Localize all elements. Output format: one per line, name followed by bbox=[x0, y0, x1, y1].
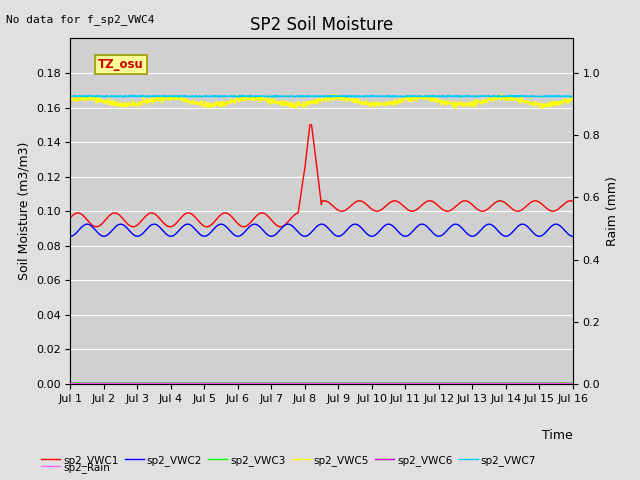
sp2_VWC3 bbox=[179, 380, 186, 386]
sp2_Rain bbox=[179, 381, 186, 387]
sp2_VWC3 bbox=[166, 380, 173, 386]
sp2_Rain bbox=[67, 381, 74, 387]
Line: sp2_VWC7: sp2_VWC7 bbox=[70, 95, 573, 97]
sp2_Rain bbox=[509, 381, 517, 387]
sp2_VWC1 bbox=[306, 122, 314, 128]
sp2_VWC5 bbox=[510, 95, 518, 100]
sp2_VWC5 bbox=[234, 98, 242, 104]
sp2_VWC6 bbox=[234, 381, 242, 386]
sp2_VWC2 bbox=[569, 233, 577, 239]
Text: Time: Time bbox=[542, 429, 573, 442]
sp2_VWC2 bbox=[235, 233, 243, 239]
sp2_VWC5 bbox=[292, 106, 300, 111]
sp2_VWC1 bbox=[179, 213, 186, 219]
sp2_Rain bbox=[234, 381, 242, 387]
sp2_VWC2 bbox=[509, 228, 517, 234]
sp2_VWC1 bbox=[166, 224, 174, 229]
Y-axis label: Soil Moisture (m3/m3): Soil Moisture (m3/m3) bbox=[17, 142, 30, 280]
Line: sp2_VWC2: sp2_VWC2 bbox=[70, 224, 573, 236]
sp2_VWC6 bbox=[67, 381, 74, 386]
sp2_VWC5 bbox=[166, 98, 173, 104]
sp2_VWC3 bbox=[234, 380, 242, 386]
sp2_VWC5 bbox=[179, 96, 186, 102]
sp2_VWC7 bbox=[466, 93, 474, 99]
sp2_VWC7 bbox=[271, 95, 278, 100]
sp2_Rain bbox=[569, 381, 577, 387]
sp2_VWC1 bbox=[92, 224, 100, 229]
sp2_VWC6 bbox=[166, 381, 173, 386]
sp2_VWC7 bbox=[127, 92, 135, 98]
sp2_VWC5 bbox=[67, 96, 74, 102]
sp2_VWC3 bbox=[465, 380, 472, 386]
sp2_VWC3 bbox=[399, 380, 407, 386]
sp2_VWC3 bbox=[569, 380, 577, 386]
sp2_VWC2 bbox=[465, 232, 473, 238]
sp2_VWC6 bbox=[465, 381, 472, 386]
sp2_VWC1 bbox=[466, 200, 474, 205]
sp2_VWC7 bbox=[400, 94, 408, 100]
sp2_VWC7 bbox=[235, 94, 243, 99]
sp2_VWC2 bbox=[67, 233, 74, 239]
sp2_VWC2 bbox=[179, 224, 186, 229]
sp2_VWC2 bbox=[83, 221, 91, 227]
sp2_VWC3 bbox=[509, 380, 517, 386]
sp2_VWC2 bbox=[166, 233, 174, 239]
sp2_Rain bbox=[166, 381, 173, 387]
sp2_VWC1 bbox=[235, 222, 243, 228]
sp2_VWC5 bbox=[330, 92, 338, 97]
Text: No data for f_sp2_VWC4: No data for f_sp2_VWC4 bbox=[6, 14, 155, 25]
sp2_VWC7 bbox=[179, 93, 186, 99]
sp2_VWC5 bbox=[569, 96, 577, 102]
Title: SP2 Soil Moisture: SP2 Soil Moisture bbox=[250, 16, 393, 34]
Line: sp2_VWC1: sp2_VWC1 bbox=[70, 125, 573, 227]
sp2_Rain bbox=[399, 381, 407, 387]
sp2_Rain bbox=[465, 381, 472, 387]
Y-axis label: Raim (mm): Raim (mm) bbox=[606, 176, 619, 246]
sp2_VWC6 bbox=[399, 381, 407, 386]
sp2_VWC7 bbox=[166, 94, 174, 99]
sp2_VWC2 bbox=[399, 233, 407, 239]
sp2_VWC1 bbox=[67, 215, 74, 221]
sp2_VWC1 bbox=[510, 207, 518, 213]
Line: sp2_VWC5: sp2_VWC5 bbox=[70, 95, 573, 108]
sp2_VWC7 bbox=[510, 94, 518, 99]
sp2_VWC6 bbox=[569, 381, 577, 386]
Text: TZ_osu: TZ_osu bbox=[98, 58, 144, 71]
Legend: sp2_VWC1, sp2_VWC2, sp2_VWC3, sp2_VWC5, sp2_VWC6, sp2_VWC7: sp2_VWC1, sp2_VWC2, sp2_VWC3, sp2_VWC5, … bbox=[37, 451, 540, 470]
sp2_VWC5 bbox=[466, 101, 474, 107]
Legend: sp2_Rain: sp2_Rain bbox=[37, 458, 115, 477]
sp2_VWC1 bbox=[569, 198, 577, 204]
sp2_VWC7 bbox=[569, 94, 577, 99]
sp2_VWC1 bbox=[400, 204, 408, 209]
sp2_VWC6 bbox=[509, 381, 517, 386]
sp2_VWC3 bbox=[67, 380, 74, 386]
sp2_VWC6 bbox=[179, 381, 186, 386]
sp2_VWC7 bbox=[67, 93, 74, 99]
sp2_VWC5 bbox=[400, 96, 408, 101]
